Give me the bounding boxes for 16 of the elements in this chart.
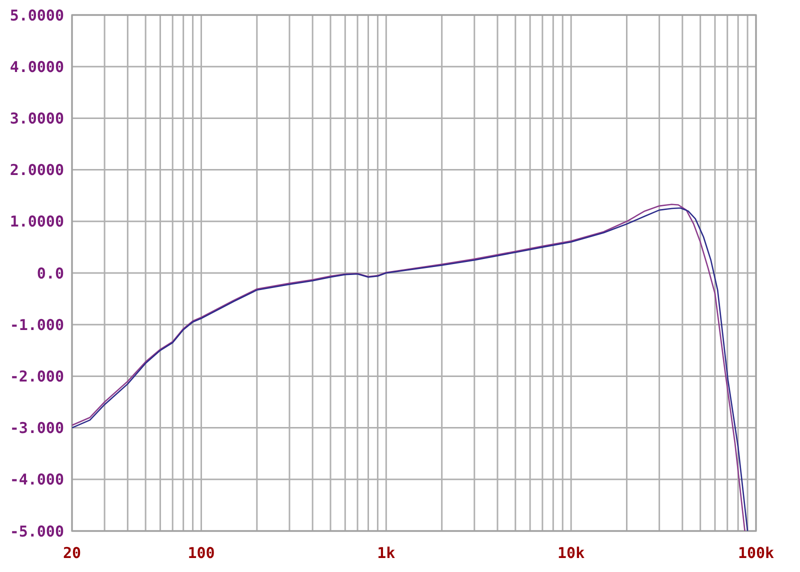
y-tick-label: -3.000 xyxy=(10,419,64,438)
x-tick-label: 100k xyxy=(738,544,774,562)
y-tick-label: 0.0 xyxy=(36,264,64,282)
y-tick-label: 4.0000 xyxy=(10,58,64,76)
y-tick-label: -2.000 xyxy=(10,367,64,386)
y-tick-label: -5.000 xyxy=(10,522,64,540)
x-tick-label: 100 xyxy=(188,544,215,562)
x-tick-label: 1k xyxy=(377,544,396,562)
y-tick-label: -4.000 xyxy=(10,470,64,489)
y-tick-label: 3.0000 xyxy=(10,109,64,128)
y-tick-label: 1.0000 xyxy=(10,212,64,231)
x-tick-label: 20 xyxy=(62,544,82,562)
y-tick-label: 5.0000 xyxy=(10,6,64,24)
y-tick-label: 2.0000 xyxy=(10,161,64,180)
y-tick-label: -1.000 xyxy=(10,316,64,334)
x-tick-label: 10k xyxy=(558,544,585,562)
